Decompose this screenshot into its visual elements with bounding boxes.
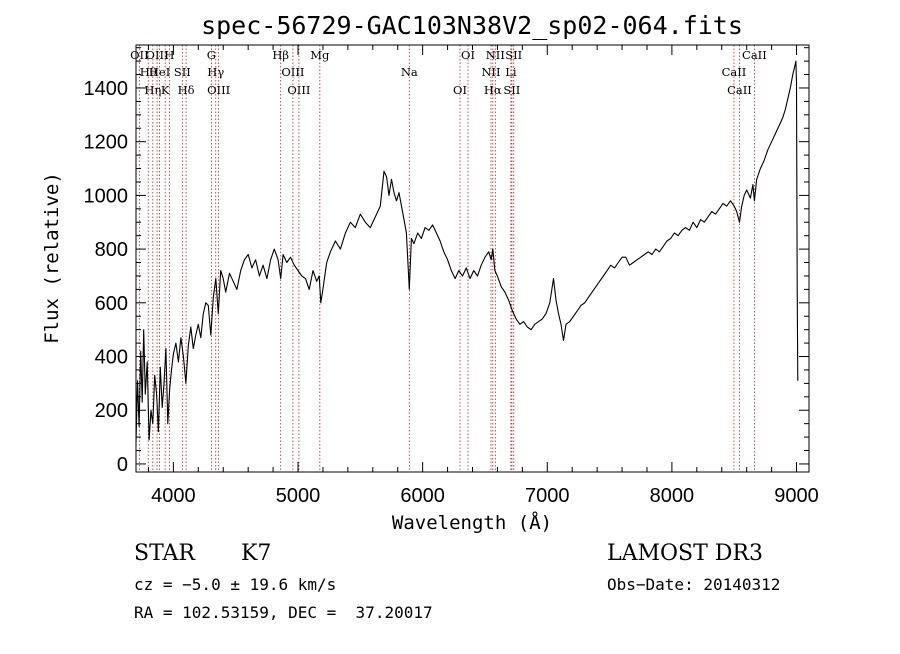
- object-subclass: K7: [241, 541, 271, 566]
- line-label-17: OI: [453, 83, 467, 97]
- spectral-line-markers: [138, 45, 755, 472]
- spectral-line-labels: OIIHθHηOIIIHeIKHSIIHδGHγOIIIHβOIIIOIIIMg…: [130, 48, 767, 97]
- line-label-1: Hθ: [140, 65, 157, 79]
- x-tick-label-0: 4000: [151, 485, 196, 507]
- x-axis-ticks: 4000 5000 6000 7000 8000 9000: [147, 45, 819, 507]
- y-tick-label-2: 400: [95, 347, 128, 369]
- coordinates-text: RA = 102.53159, DEC = 37.20017: [134, 603, 433, 622]
- line-label-12: Hβ: [272, 48, 289, 62]
- y-tick-label-5: 1000: [84, 185, 129, 207]
- spectrum-series: [135, 60, 799, 443]
- y-axis-label: Flux (relative): [41, 172, 63, 344]
- footer: STAR K7 LAMOST DR3 cz = −5.0 ± 19.6 km/s…: [134, 541, 780, 622]
- y-tick-label-3: 600: [95, 293, 128, 315]
- line-label-14: OIII: [287, 83, 310, 97]
- line-label-3: OIII: [146, 48, 169, 62]
- survey-name: LAMOST DR3: [607, 541, 763, 566]
- line-label-13: OIII: [281, 65, 304, 79]
- line-label-22: Li: [505, 65, 517, 79]
- line-label-7: SII: [174, 65, 191, 79]
- line-label-15: Mg: [310, 48, 330, 62]
- redshift-text: cz = −5.0 ± 19.6 km/s: [134, 575, 336, 594]
- x-tick-label-1: 5000: [276, 485, 321, 507]
- line-label-19: NII: [481, 65, 500, 79]
- y-tick-label-0: 0: [117, 454, 128, 476]
- y-tick-label-7: 1400: [84, 78, 129, 100]
- line-label-11: OIII: [207, 83, 230, 97]
- x-tick-label-2: 6000: [400, 485, 445, 507]
- y-tick-label-4: 800: [95, 239, 128, 261]
- line-label-26: CaII: [727, 83, 752, 97]
- y-axis-ticks: 0 200 400 600 800 1000 1200 1400: [84, 47, 809, 476]
- line-label-27: CaII: [742, 48, 767, 62]
- line-label-0: OII: [130, 48, 149, 62]
- line-label-10: Hγ: [207, 65, 224, 79]
- plot-frame: [135, 44, 810, 473]
- x-axis-label: Wavelength (Å): [392, 511, 552, 534]
- line-label-23: SII: [503, 83, 520, 97]
- x-tick-label-5: 9000: [774, 485, 819, 507]
- object-class: STAR: [134, 541, 196, 566]
- y-tick-label-6: 1200: [84, 132, 129, 154]
- line-label-9: G: [207, 48, 216, 62]
- line-label-20: Hα: [484, 83, 502, 97]
- line-label-4: HeI: [149, 65, 170, 79]
- line-label-5: K: [161, 83, 170, 97]
- y-tick-label-1: 200: [95, 400, 128, 422]
- line-label-25: CaII: [722, 65, 747, 79]
- line-label-8: Hδ: [178, 83, 195, 97]
- chart-title: spec-56729-GAC103N38V2_sp02-064.fits: [201, 11, 743, 40]
- obs-date-text: Obs−Date: 20140312: [607, 575, 780, 594]
- line-label-21: NII: [486, 48, 505, 62]
- line-label-18: OI: [461, 48, 475, 62]
- spectrum-line: [135, 60, 799, 443]
- line-label-24: SII: [505, 48, 522, 62]
- line-label-6: H: [164, 48, 174, 62]
- line-label-16: Na: [401, 65, 418, 79]
- line-label-2: Hη: [144, 83, 161, 97]
- x-tick-label-3: 7000: [525, 485, 570, 507]
- x-tick-label-4: 8000: [650, 485, 695, 507]
